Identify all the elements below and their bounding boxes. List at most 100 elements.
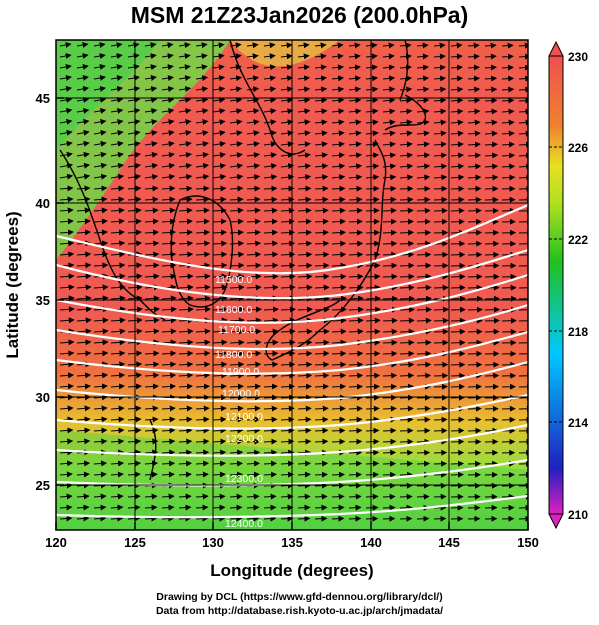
wind-arrow bbox=[59, 284, 75, 291]
wind-arrow bbox=[467, 218, 482, 225]
wind-arrow bbox=[297, 471, 311, 478]
wind-arrow bbox=[484, 262, 500, 269]
wind-arrow bbox=[484, 361, 500, 368]
wind-arrow bbox=[416, 240, 432, 247]
wind-arrow bbox=[280, 119, 294, 126]
wind-arrow bbox=[365, 317, 381, 324]
wind-arrow bbox=[93, 129, 107, 136]
wind-arrow bbox=[178, 240, 194, 247]
wind-arrow bbox=[382, 482, 396, 489]
wind-arrow bbox=[518, 86, 528, 93]
wind-arrow bbox=[161, 361, 177, 368]
wind-arrow bbox=[399, 317, 415, 324]
wind-arrow bbox=[382, 350, 398, 357]
wind-arrow bbox=[229, 372, 245, 379]
wind-arrow bbox=[382, 262, 398, 269]
wind-arrow bbox=[59, 383, 74, 390]
wind-arrow bbox=[178, 405, 193, 412]
wind-arrow bbox=[365, 372, 381, 379]
wind-arrow bbox=[59, 74, 72, 81]
wind-arrow bbox=[450, 42, 463, 49]
wind-arrow bbox=[433, 152, 448, 159]
wind-arrow bbox=[416, 350, 432, 357]
wind-arrow bbox=[280, 75, 294, 82]
wind-arrow bbox=[297, 284, 313, 291]
wind-arrow bbox=[365, 504, 379, 511]
wind-arrow bbox=[195, 493, 209, 500]
wind-arrow bbox=[246, 504, 260, 511]
wind-arrow bbox=[399, 405, 414, 412]
wind-arrow bbox=[76, 372, 92, 379]
wind-arrow bbox=[280, 108, 294, 115]
wind-arrow bbox=[348, 317, 364, 324]
wind-arrow bbox=[144, 317, 160, 324]
wind-arrow bbox=[212, 97, 226, 104]
wind-arrow bbox=[433, 372, 449, 379]
wind-arrow bbox=[229, 75, 243, 82]
wind-arrow bbox=[161, 229, 176, 236]
wind-arrow bbox=[348, 372, 364, 379]
wind-arrow bbox=[110, 240, 126, 247]
wind-arrow bbox=[348, 460, 363, 467]
wind-arrow bbox=[382, 328, 398, 335]
y-tick-label: 40 bbox=[36, 196, 50, 211]
wind-arrow bbox=[59, 449, 74, 456]
wind-arrow bbox=[450, 53, 463, 60]
wind-arrow bbox=[144, 361, 160, 368]
wind-arrow bbox=[450, 460, 465, 467]
wind-arrow bbox=[348, 108, 362, 115]
wind-arrow bbox=[229, 174, 244, 180]
wind-arrow bbox=[229, 196, 244, 203]
wind-arrow bbox=[433, 460, 448, 467]
wind-arrow bbox=[416, 130, 430, 137]
wind-arrow bbox=[416, 317, 432, 324]
wind-arrow bbox=[144, 140, 158, 147]
wind-arrow bbox=[467, 394, 482, 401]
wind-arrow bbox=[229, 42, 242, 49]
wind-arrow bbox=[93, 151, 107, 158]
contour-label: 11800.0 bbox=[215, 349, 252, 361]
wind-arrow bbox=[263, 218, 278, 225]
map-title: MSM 21Z23Jan2026 (200.0hPa) bbox=[130, 2, 469, 28]
wind-arrow bbox=[212, 75, 226, 82]
wind-arrow bbox=[144, 97, 158, 103]
wind-arrow bbox=[110, 107, 124, 114]
wind-arrow bbox=[382, 515, 396, 522]
wind-arrow bbox=[127, 86, 141, 92]
wind-arrow bbox=[127, 64, 140, 70]
wind-arrow bbox=[297, 152, 311, 159]
credits: Drawing by DCL (https://www.gfd-dennou.o… bbox=[0, 590, 599, 618]
wind-arrow bbox=[110, 151, 124, 158]
wind-arrow bbox=[416, 339, 432, 346]
wind-arrow bbox=[433, 394, 448, 401]
wind-arrow bbox=[127, 438, 142, 445]
wind-arrow bbox=[76, 295, 92, 302]
wind-arrow bbox=[365, 251, 381, 258]
wind-arrow bbox=[110, 207, 125, 214]
wind-arrow bbox=[416, 449, 431, 456]
wind-arrow bbox=[161, 173, 176, 180]
wind-arrow bbox=[195, 328, 211, 335]
wind-arrow bbox=[93, 515, 107, 522]
wind-arrow bbox=[501, 86, 515, 93]
wind-arrow bbox=[93, 96, 107, 103]
wind-arrow bbox=[144, 108, 158, 114]
wind-arrow bbox=[76, 162, 91, 169]
wind-arrow bbox=[229, 130, 243, 137]
wind-arrow bbox=[212, 350, 228, 357]
wind-arrow bbox=[59, 218, 74, 225]
contour-11600 bbox=[56, 248, 528, 300]
wind-arrow bbox=[399, 460, 414, 467]
wind-arrow bbox=[433, 185, 448, 192]
wind-arrow bbox=[178, 328, 194, 335]
wind-arrow bbox=[433, 240, 449, 247]
wind-arrow bbox=[314, 306, 330, 313]
wind-arrow bbox=[433, 229, 449, 236]
wind-arrow bbox=[110, 196, 125, 203]
wind-arrow bbox=[110, 361, 126, 368]
wind-arrow bbox=[365, 515, 379, 522]
wind-arrow bbox=[144, 262, 160, 269]
wind-arrow bbox=[263, 350, 279, 357]
wind-arrow bbox=[433, 493, 447, 500]
wind-arrow bbox=[399, 218, 414, 225]
